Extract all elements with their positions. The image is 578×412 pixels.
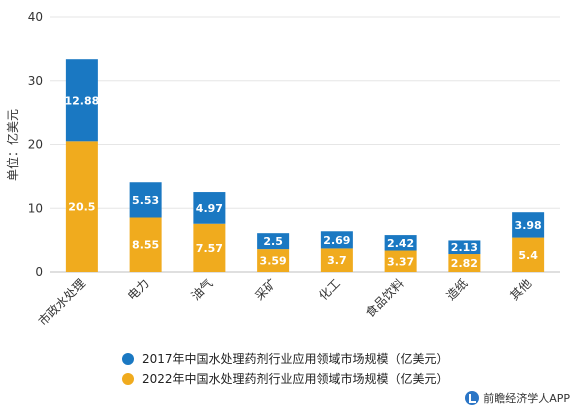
- category-label-2: 油气: [188, 276, 216, 304]
- legend-swatch-2017: [122, 353, 134, 365]
- data-label-2017-2: 4.97: [196, 202, 223, 215]
- data-label-2017-3: 2.5: [263, 235, 283, 248]
- category-label-6: 造纸: [444, 276, 471, 303]
- y-tick-40: 40: [28, 10, 43, 24]
- y-tick-20: 20: [28, 138, 43, 152]
- data-label-2017-1: 5.53: [132, 194, 159, 207]
- category-label-0: 市政水处理: [35, 276, 88, 329]
- bar-2017-1: [129, 182, 162, 218]
- bar-2017-6: [448, 240, 481, 255]
- category-label-4: 化工: [316, 276, 343, 303]
- legend-label-2017: 2017年中国水处理药剂行业应用领域市场规模（亿美元）: [142, 352, 449, 366]
- y-tick-labels: 0 10 20 30 40: [28, 10, 43, 279]
- source-credit: 前瞻经济学人APP: [465, 390, 570, 406]
- data-label-2022-3: 3.59: [260, 255, 287, 268]
- data-label-2022-2: 7.57: [196, 242, 223, 255]
- source-text: 前瞻经济学人APP: [483, 392, 570, 405]
- bars-group: 20.5 12.88 8.55 5.53 7.57 4.97 3.59 2.5 3.7 2.69 3…: [64, 59, 545, 272]
- bar-2017-7: [512, 212, 545, 238]
- bar-2017-0: [65, 59, 98, 142]
- grid-lines: [50, 16, 560, 273]
- bar-2022-4: [320, 248, 353, 272]
- bar-2017-2: [193, 192, 226, 224]
- bar-2022-6: [448, 254, 481, 272]
- category-label-1: 电力: [125, 276, 152, 303]
- bar-2022-5: [384, 250, 417, 272]
- legend-label-2022: 2022年中国水处理药剂行业应用领域市场规模（亿美元）: [142, 372, 449, 386]
- data-label-2022-7: 5.4: [518, 249, 538, 262]
- bar-2022-3: [257, 249, 290, 272]
- category-label-3: 采矿: [252, 276, 279, 303]
- legend: 2017年中国水处理药剂行业应用领域市场规模（亿美元） 2022年中国水处理药剂…: [122, 349, 449, 389]
- bar-2022-1: [129, 217, 162, 272]
- data-label-2022-0: 20.5: [68, 201, 95, 214]
- data-label-2022-4: 3.7: [327, 254, 347, 267]
- category-labels: 市政水处理 电力 油气 采矿 化工 食品饮料 造纸 其他: [35, 276, 534, 329]
- data-label-2022-6: 2.82: [451, 257, 478, 270]
- bar-2022-2: [193, 223, 226, 272]
- category-label-7: 其他: [507, 276, 534, 303]
- legend-item-series-2017: 2017年中国水处理药剂行业应用领域市场规模（亿美元）: [122, 349, 449, 369]
- y-tick-10: 10: [28, 201, 43, 215]
- bar-2017-4: [320, 231, 353, 249]
- bar-2022-0: [65, 141, 98, 272]
- y-tick-30: 30: [28, 74, 43, 88]
- brand-logo-icon: [465, 391, 480, 405]
- data-label-2022-1: 8.55: [132, 239, 159, 252]
- data-label-2017-4: 2.69: [323, 234, 350, 247]
- y-tick-0: 0: [35, 265, 43, 279]
- data-label-2017-0: 12.88: [64, 94, 99, 107]
- data-label-2017-7: 3.98: [515, 219, 542, 232]
- y-axis-label: 单位：亿美元: [5, 109, 20, 181]
- legend-item-series-2022: 2022年中国水处理药剂行业应用领域市场规模（亿美元）: [122, 369, 449, 389]
- bar-2017-5: [384, 235, 417, 251]
- category-label-5: 食品饮料: [362, 276, 407, 321]
- bar-2017-3: [257, 233, 290, 250]
- legend-swatch-2022: [122, 373, 134, 385]
- data-label-2017-5: 2.42: [387, 237, 414, 250]
- data-label-2017-6: 2.13: [451, 241, 478, 254]
- bar-2022-7: [512, 237, 545, 272]
- data-label-2022-5: 3.37: [387, 255, 414, 268]
